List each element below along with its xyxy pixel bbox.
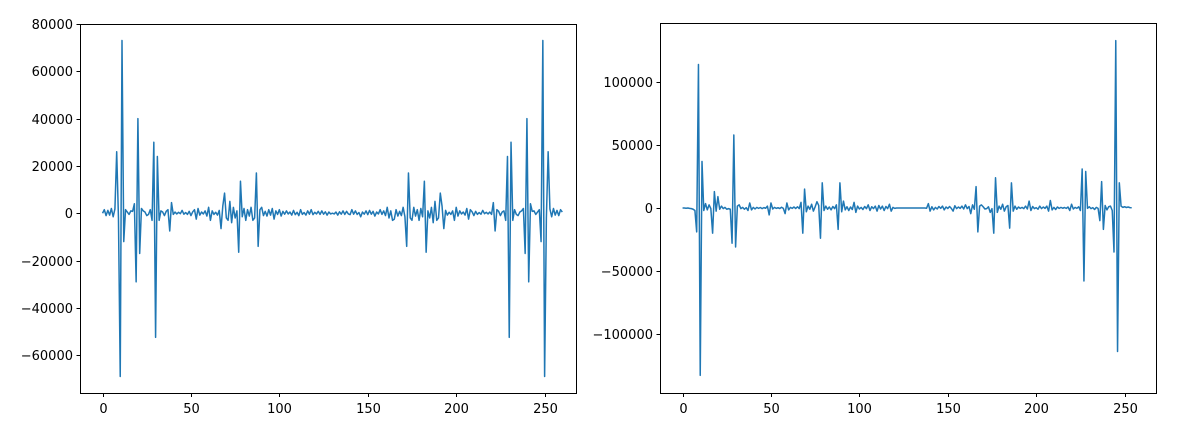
- right-x-tick-label: 200: [1024, 402, 1049, 417]
- left-y-tick-label: −40000: [21, 302, 73, 317]
- right-y-tick-label: 50000: [612, 139, 653, 154]
- left-x-tick-label: 50: [183, 402, 200, 417]
- left-y-tick-label: 20000: [32, 160, 73, 175]
- left-plot-line: [101, 39, 563, 378]
- right-x-tick-label: 100: [847, 402, 872, 417]
- left-data-series: [101, 39, 563, 378]
- left-x-tick-label: 0: [99, 402, 107, 417]
- right-x-tick-label: 150: [936, 402, 961, 417]
- left-y-tick-label: 80000: [32, 18, 73, 33]
- left-x-tick-label: 100: [267, 402, 292, 417]
- right-y-tick-label: 100000: [603, 76, 653, 91]
- left-plot-frame: [80, 24, 577, 394]
- right-y-tick-label: −50000: [601, 265, 653, 280]
- left-x-tick-label: 250: [533, 402, 558, 417]
- right-plot-line: [682, 39, 1132, 377]
- left-y-tick-label: −20000: [21, 255, 73, 270]
- left-line-chart: 0 50 100 150 200 250 80000 60000 40000 20000 0 −20…: [21, 18, 577, 417]
- right-x-tick-label: 0: [679, 402, 687, 417]
- left-y-tick-label: 40000: [32, 113, 73, 128]
- right-y-tick-label: 0: [645, 202, 653, 217]
- right-line-chart: 0 50 100 150 200 250 100000 50000 0 −50000 −10000…: [592, 23, 1157, 417]
- left-y-tick-label: 60000: [32, 65, 73, 80]
- right-x-tick-label: 250: [1113, 402, 1138, 417]
- left-y-tick-label: −60000: [21, 349, 73, 364]
- right-x-axis: 0 50 100 150 200 250: [679, 393, 1138, 417]
- left-y-axis: 80000 60000 40000 20000 0 −20000 −40000 −60000: [21, 18, 81, 364]
- right-y-tick-label: −100000: [592, 328, 653, 343]
- left-y-tick-label: 0: [65, 207, 73, 222]
- left-x-tick-label: 200: [444, 402, 469, 417]
- right-data-series: [682, 39, 1132, 377]
- left-x-tick-label: 150: [356, 402, 381, 417]
- right-x-tick-label: 50: [763, 402, 780, 417]
- right-y-axis: 100000 50000 0 −50000 −100000: [592, 76, 661, 343]
- left-axes-frame: [80, 24, 577, 394]
- left-x-axis: 0 50 100 150 200 250: [99, 393, 558, 417]
